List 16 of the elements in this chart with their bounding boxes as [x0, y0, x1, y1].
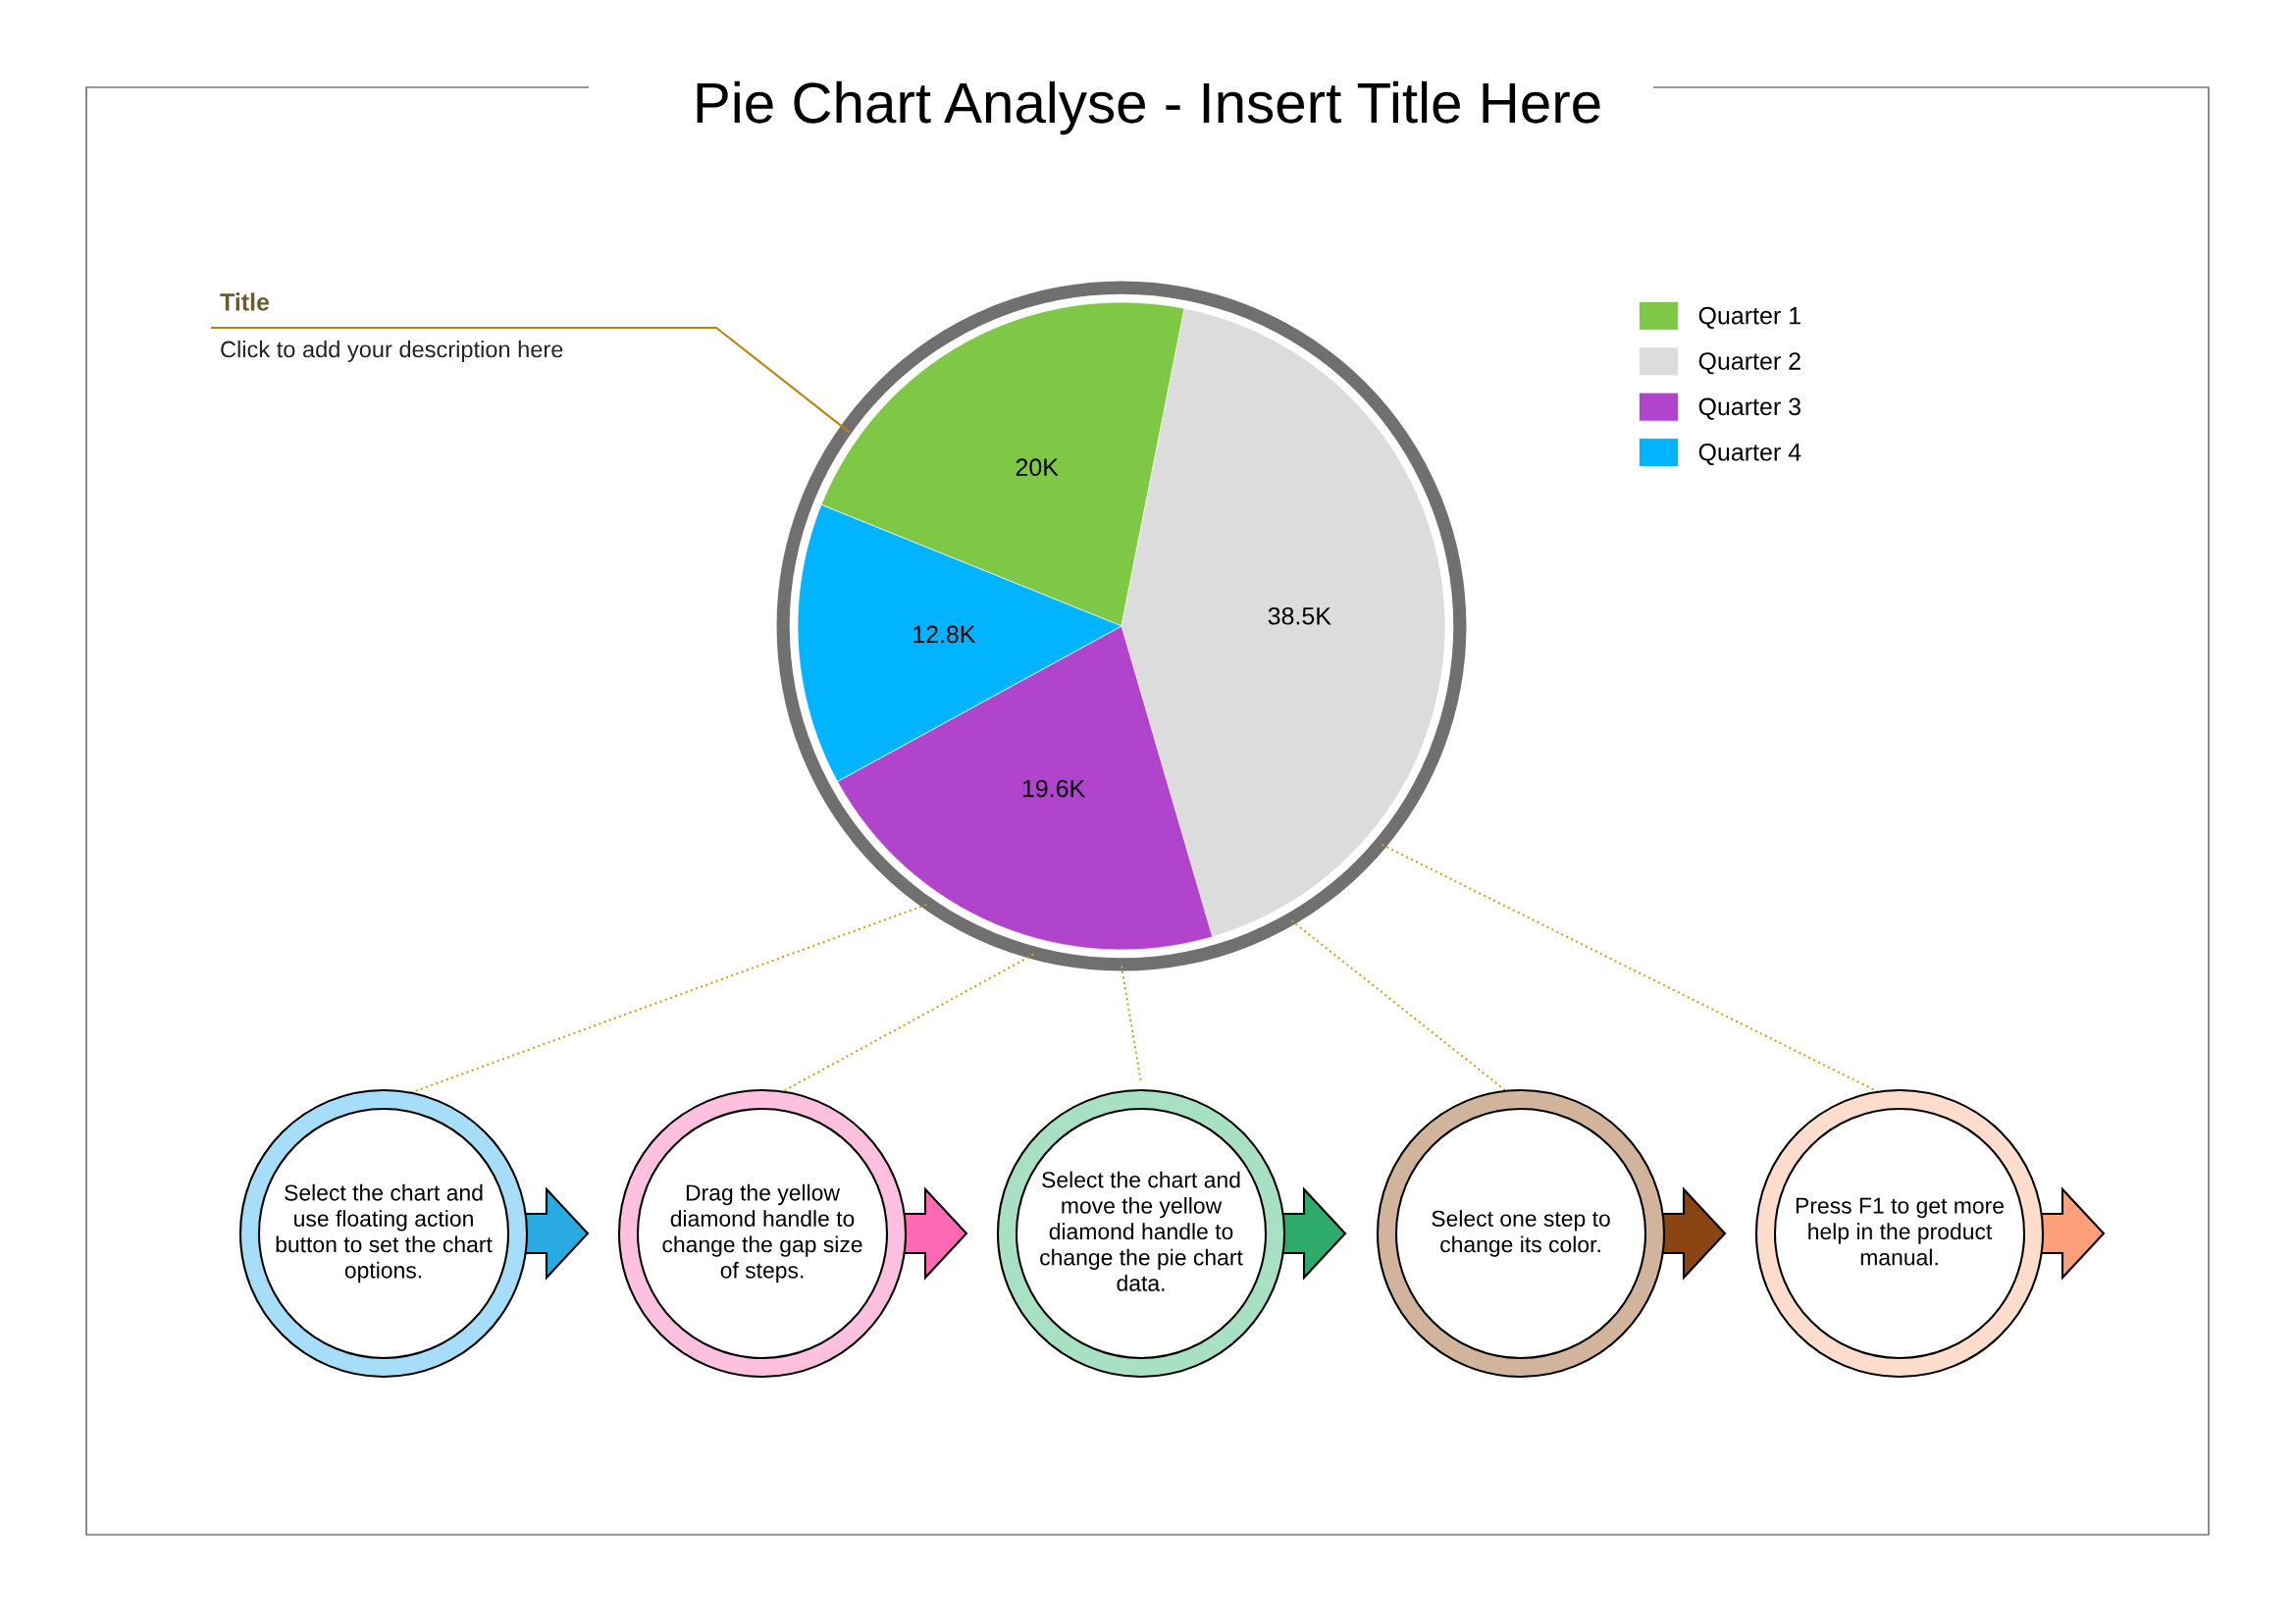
text: Press F1 to get more help in the product manual.: [1796, 1197, 2004, 1266]
text: Select the chart and use floating action button to set the chart options.: [276, 1183, 493, 1283]
text: Title: [220, 292, 270, 311]
legend-label: Quarter 2: [1698, 352, 1800, 375]
legend-label: Quarter 4: [1698, 443, 1801, 466]
data-label: 19.6K: [1022, 779, 1085, 798]
legend-label: Quarter 3: [1698, 397, 1800, 420]
data-label: 38.5K: [1268, 606, 1331, 625]
text: Drag the yellow diamond handle to change the gap size of steps.: [662, 1183, 862, 1283]
text: Click to add your description here: [221, 341, 563, 363]
legend-label: Quarter 1: [1698, 306, 1800, 329]
chart-title: Pie Chart Analyse - Insert Title Here: [697, 80, 1600, 135]
text: Select the chart and move the yellow diamond handle to change the pie chart data.: [1040, 1171, 1243, 1291]
data-label: 20K: [1016, 458, 1059, 477]
data-label: 12.8K: [913, 625, 976, 644]
text: Select one step to change its color.: [1432, 1210, 1610, 1257]
